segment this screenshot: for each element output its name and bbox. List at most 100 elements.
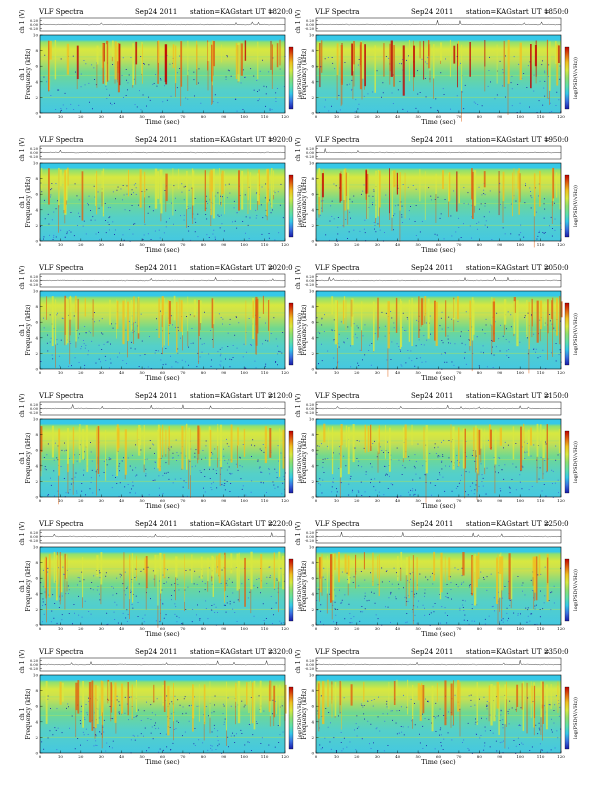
noise-speckle bbox=[79, 333, 80, 335]
sferic-tail bbox=[271, 74, 273, 89]
noise-speckle bbox=[265, 365, 266, 367]
noise-speckle bbox=[202, 450, 204, 451]
sferic-tail bbox=[212, 85, 213, 104]
sferic-tail bbox=[378, 442, 380, 454]
noise-speckle bbox=[156, 85, 158, 87]
noise-speckle bbox=[454, 343, 456, 345]
noise-speckle bbox=[374, 478, 376, 480]
sferic-tail bbox=[116, 61, 118, 83]
noise-speckle bbox=[447, 615, 448, 616]
sferic-tail bbox=[450, 715, 452, 728]
noise-speckle bbox=[49, 234, 50, 236]
sferic-burst bbox=[363, 681, 365, 702]
noise-speckle bbox=[129, 240, 131, 242]
noise-speckle bbox=[54, 495, 55, 497]
noise-speckle bbox=[267, 340, 269, 342]
noise-speckle bbox=[281, 705, 283, 707]
sferic-burst bbox=[480, 428, 483, 449]
noise-speckle bbox=[269, 199, 270, 201]
noise-speckle bbox=[200, 472, 202, 473]
x-axis-label: Time (sec) bbox=[145, 630, 180, 638]
sferic-burst bbox=[402, 45, 405, 96]
x-tick-label: 120 bbox=[557, 626, 565, 631]
noise-speckle bbox=[433, 716, 435, 717]
noise-speckle bbox=[174, 603, 176, 605]
noise-speckle bbox=[114, 234, 115, 235]
noise-speckle bbox=[155, 462, 156, 463]
sferic-burst bbox=[167, 685, 170, 736]
noise-speckle bbox=[56, 457, 58, 459]
noise-speckle bbox=[47, 350, 49, 352]
sferic-burst bbox=[131, 684, 133, 719]
sferic-burst bbox=[248, 681, 250, 713]
noise-speckle bbox=[274, 746, 276, 748]
sferic-burst bbox=[111, 40, 114, 57]
sferic-burst bbox=[483, 171, 486, 188]
noise-speckle bbox=[81, 616, 83, 618]
noise-speckle bbox=[340, 602, 342, 604]
sferic-burst bbox=[538, 554, 541, 577]
noise-speckle bbox=[81, 571, 83, 573]
noise-speckle bbox=[503, 447, 504, 449]
sferic-burst bbox=[340, 45, 343, 85]
noise-speckle bbox=[373, 190, 375, 192]
noise-speckle bbox=[244, 76, 246, 78]
noise-speckle bbox=[280, 622, 282, 624]
noise-speckle bbox=[262, 59, 263, 61]
sferic-tail bbox=[337, 348, 338, 369]
noise-speckle bbox=[316, 218, 318, 220]
sferic-burst bbox=[102, 168, 105, 217]
sferic-burst bbox=[75, 300, 77, 342]
noise-speckle bbox=[279, 620, 281, 622]
sferic-burst bbox=[422, 685, 425, 714]
sferic-burst bbox=[359, 42, 362, 90]
noise-speckle bbox=[76, 490, 78, 492]
x-tick-label: 120 bbox=[281, 114, 289, 119]
noise-speckle bbox=[215, 749, 217, 750]
noise-speckle bbox=[410, 206, 411, 207]
noise-speckle bbox=[424, 589, 426, 591]
noise-speckle bbox=[370, 463, 371, 465]
noise-speckle bbox=[135, 183, 137, 185]
noise-speckle bbox=[95, 740, 97, 742]
noise-speckle bbox=[368, 350, 370, 351]
sferic-tail bbox=[161, 315, 163, 328]
noise-speckle bbox=[98, 489, 100, 491]
noise-speckle bbox=[430, 482, 432, 484]
noise-speckle bbox=[160, 79, 162, 81]
sferic-burst bbox=[168, 426, 170, 447]
x-tick-label: 70 bbox=[456, 754, 462, 759]
noise-speckle bbox=[52, 734, 54, 736]
noise-speckle bbox=[265, 215, 267, 217]
noise-speckle bbox=[106, 88, 108, 90]
noise-speckle bbox=[199, 619, 201, 621]
noise-speckle bbox=[472, 482, 474, 484]
noise-speckle bbox=[74, 612, 75, 614]
colorbar-label: log(PSD(V/√Hz)) bbox=[296, 569, 303, 611]
noise-speckle bbox=[429, 576, 431, 578]
sferic-burst bbox=[161, 296, 164, 316]
noise-speckle bbox=[347, 238, 348, 239]
noise-speckle bbox=[276, 477, 278, 479]
noise-speckle bbox=[387, 713, 388, 715]
noise-speckle bbox=[339, 712, 341, 714]
noise-speckle bbox=[441, 328, 443, 330]
panel-station: station=KAG bbox=[190, 8, 236, 16]
sferic-burst bbox=[503, 299, 507, 325]
noise-speckle bbox=[321, 317, 323, 319]
noise-speckle bbox=[102, 333, 104, 335]
sferic-burst bbox=[250, 680, 251, 724]
noise-speckle bbox=[43, 457, 45, 458]
noise-speckle bbox=[260, 204, 262, 206]
y-axis-label: Frequency (kHz) bbox=[301, 48, 308, 99]
sferic-burst bbox=[379, 170, 381, 208]
panel-station: station=KAG bbox=[190, 520, 236, 528]
noise-speckle bbox=[508, 708, 510, 710]
noise-speckle bbox=[414, 454, 416, 456]
noise-speckle bbox=[269, 109, 271, 111]
noise-speckle bbox=[133, 192, 134, 194]
noise-speckle bbox=[358, 460, 360, 462]
sferic-tail bbox=[339, 477, 341, 498]
sferic-tail bbox=[350, 316, 352, 327]
sferic-burst bbox=[133, 296, 135, 323]
